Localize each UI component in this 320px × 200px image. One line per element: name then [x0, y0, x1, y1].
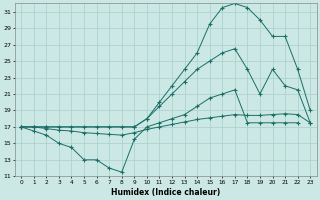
X-axis label: Humidex (Indice chaleur): Humidex (Indice chaleur) [111, 188, 220, 197]
